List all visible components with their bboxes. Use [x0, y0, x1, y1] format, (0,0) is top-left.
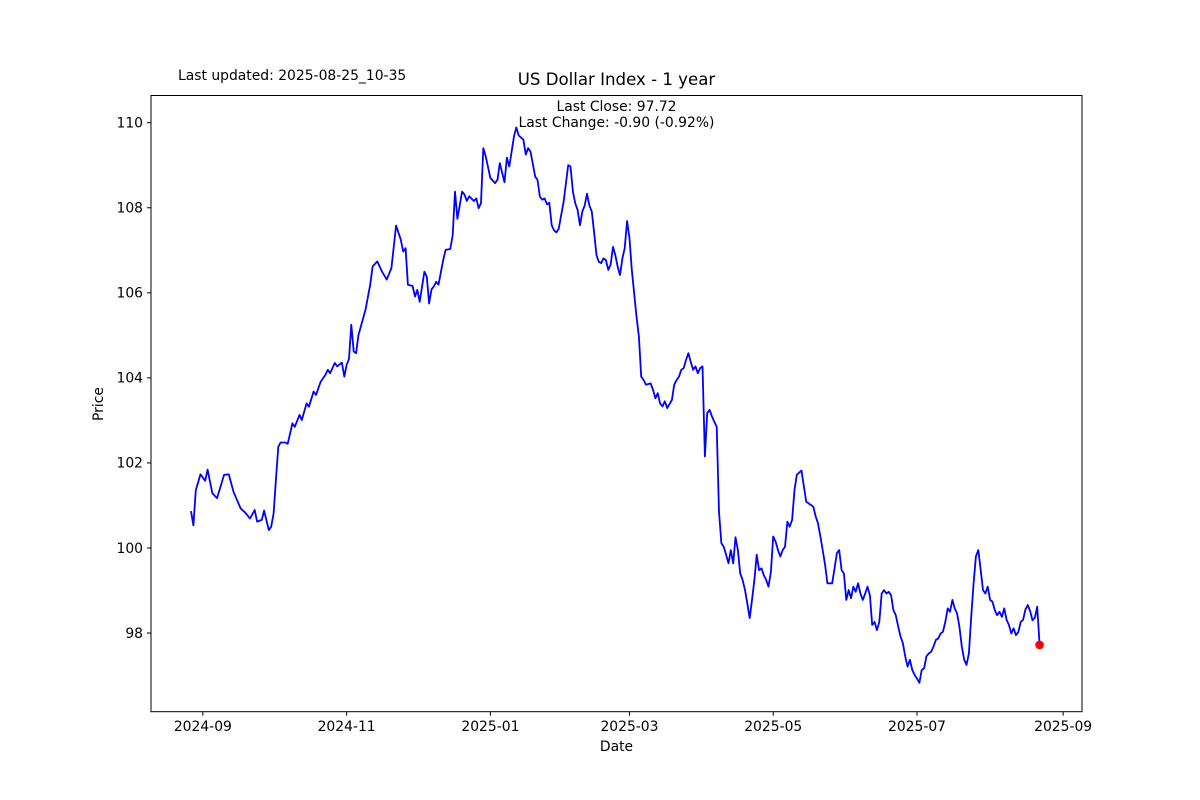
x-tick-label: 2024-09	[174, 719, 232, 735]
plot-border	[150, 95, 1083, 713]
y-tick-label: 108	[116, 201, 143, 217]
x-tick-label: 2025-05	[744, 719, 802, 735]
x-tick-label: 2025-07	[888, 719, 946, 735]
y-tick-label: 100	[116, 541, 143, 557]
price-line	[190, 126, 1041, 684]
y-tick-label: 110	[116, 116, 143, 132]
chart-title: US Dollar Index - 1 year	[517, 70, 716, 89]
x-tick-label: 2025-01	[461, 719, 519, 735]
last-close-text: Last Close: 97.72	[556, 99, 677, 115]
last-price-marker	[1035, 640, 1044, 650]
x-tick-label: 2025-09	[1034, 719, 1092, 735]
y-tick-label: 104	[116, 371, 143, 387]
x-tick-label: 2024-11	[318, 719, 376, 735]
last-change-text: Last Change: -0.90 (-0.92%)	[518, 114, 715, 131]
last-updated-text: Last updated: 2025-08-25_10-35	[178, 68, 407, 84]
y-tick-label: 102	[116, 456, 143, 472]
y-tick-label: 106	[116, 286, 143, 302]
x-axis-label: Date	[599, 739, 634, 755]
x-tick-label: 2025-03	[600, 719, 658, 735]
y-tick-label: 98	[125, 626, 143, 642]
